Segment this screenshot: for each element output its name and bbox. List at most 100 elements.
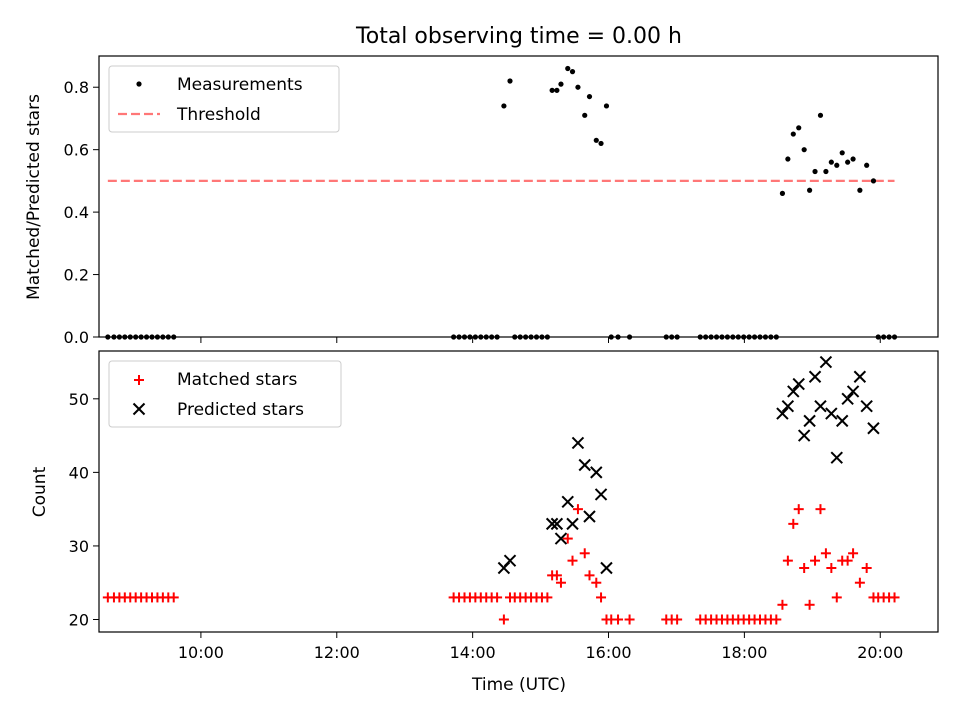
matched-star-point: [771, 614, 782, 625]
predicted-star-point: [853, 370, 867, 383]
measurement-point: [870, 178, 877, 184]
measurement-point: [575, 84, 581, 90]
x-tick-label: 12:00: [314, 643, 360, 662]
x-tick-label: 18:00: [721, 643, 767, 662]
matched-star-point: [861, 563, 872, 574]
predicted-star-point: [600, 561, 613, 575]
predicted-star-point: [503, 554, 517, 567]
measurement-point: [828, 159, 834, 165]
matched-star-point: [804, 599, 815, 610]
measurement-point: [801, 147, 807, 153]
measurement-point: [507, 78, 513, 84]
top-y-tick-label: 0.8: [64, 78, 89, 97]
matched-star-point: [672, 614, 683, 625]
bottom-y-tick-label: 40: [69, 463, 89, 482]
chart-title: Total observing time = 0.00 h: [355, 24, 682, 49]
measurement-point: [593, 137, 599, 143]
measurement-point: [565, 65, 571, 72]
bottom-y-tick-label: 20: [69, 610, 89, 629]
top-y-tick-label: 0.0: [64, 328, 89, 347]
predicted-star-point: [545, 517, 559, 531]
predicted-star-point: [578, 458, 591, 472]
measurement-point: [785, 156, 791, 162]
measurement-point: [586, 93, 593, 100]
predicted-star-point: [825, 407, 838, 420]
matched-star-point: [788, 518, 799, 529]
predicted-star-point: [808, 370, 822, 383]
predicted-star-point: [867, 422, 880, 435]
measurement-point: [582, 112, 588, 118]
legend-matched-marker: [134, 375, 144, 385]
bottom-y-tick-label: 50: [69, 390, 89, 409]
matched-star-point: [492, 592, 503, 603]
measurement-point: [598, 140, 604, 147]
bottom-legend: Matched stars Predicted stars: [108, 360, 342, 428]
matched-star-point: [596, 592, 607, 603]
measurement-point: [790, 131, 796, 137]
measurement-point: [807, 187, 813, 193]
matched-star-point: [562, 533, 573, 544]
matched-star-point: [584, 570, 595, 581]
measurement-point: [823, 168, 829, 175]
predicted-star-point: [787, 385, 800, 398]
predicted-star-point: [830, 451, 843, 464]
legend-measurements-marker: [136, 81, 142, 87]
legend-predicted-marker: [132, 402, 146, 416]
predicted-star-point: [814, 399, 827, 413]
top-y-tick-label: 0.4: [64, 203, 89, 222]
x-tick-label: 10:00: [178, 643, 224, 662]
matched-star-point: [854, 577, 865, 588]
predicted-star-point: [583, 510, 596, 523]
matched-star-point: [815, 504, 826, 515]
matched-star-point: [613, 614, 624, 625]
top-y-tick-label: 0.2: [64, 266, 89, 285]
matched-star-point: [168, 592, 179, 603]
measurement-point: [796, 125, 802, 131]
x-tick-label: 14:00: [450, 643, 496, 662]
matched-star-point: [831, 592, 842, 603]
matched-star-point: [842, 555, 853, 566]
matched-star-point: [624, 614, 635, 625]
ratio-panel: Total observing time = 0.00 h 0.00.20.40…: [24, 24, 939, 347]
measurement-point: [603, 103, 610, 109]
bottom-axes-frame: [98, 350, 939, 633]
measurement-point: [549, 87, 555, 93]
predicted-star-point: [860, 399, 873, 413]
predicted-star-point: [803, 414, 816, 428]
legend-measurements-label: Measurements: [177, 75, 303, 95]
predicted-star-point: [554, 532, 568, 545]
predicted-star-point: [566, 517, 579, 531]
predicted-star-point: [836, 414, 849, 428]
legend-matched-label: Matched stars: [177, 370, 297, 390]
matched-star-point: [810, 555, 821, 566]
bottom-ticks: 20 30 40 50 10:00 12:00 14:00 16:00 18:00 20:00: [69, 390, 904, 662]
matched-star-point: [799, 563, 810, 574]
predicted-star-point: [846, 385, 860, 398]
predicted-star-point: [819, 355, 833, 369]
measurement-point: [812, 168, 818, 175]
measurement-point: [857, 187, 863, 193]
predicted-star-point: [776, 407, 789, 420]
bottom-y-tick-label: 30: [69, 537, 89, 556]
legend-predicted-label: Predicted stars: [177, 400, 304, 420]
matched-star-point: [555, 577, 566, 588]
predicted-star-point: [841, 392, 854, 406]
top-y-tick-label: 0.6: [64, 141, 89, 160]
top-axes-frame: [98, 55, 939, 338]
legend-threshold-label: Threshold: [176, 105, 261, 125]
matched-star-point: [551, 570, 562, 581]
measurement-point: [501, 103, 507, 109]
measurement-point: [779, 190, 786, 196]
matched-star-point: [567, 555, 578, 566]
matched-star-point: [889, 592, 900, 603]
measurement-point: [850, 156, 856, 162]
x-tick-label: 20:00: [857, 643, 903, 662]
predicted-star-point: [561, 495, 574, 509]
predicted-star-point: [781, 399, 795, 413]
matched-star-point: [591, 577, 602, 588]
matched-star-point: [848, 548, 859, 559]
top-ticks: 0.0 0.2 0.4 0.6 0.8: [64, 78, 881, 347]
matched-star-point: [579, 548, 590, 559]
predicted-star-point: [571, 436, 585, 450]
